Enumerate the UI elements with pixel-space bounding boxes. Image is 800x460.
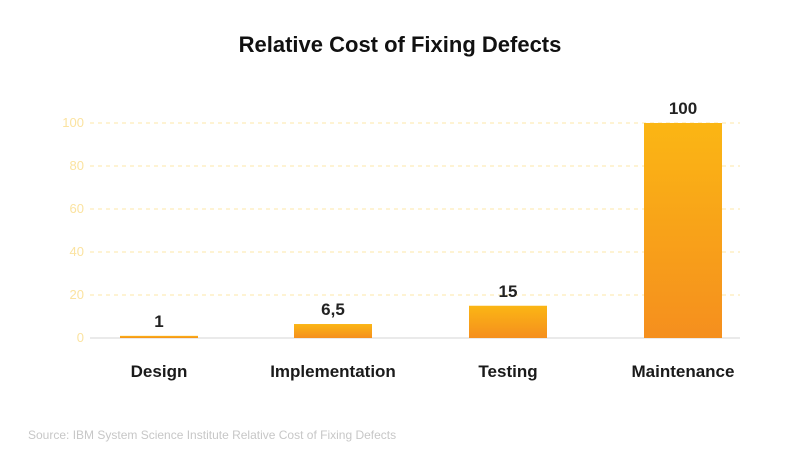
bar-design <box>120 335 198 338</box>
y-tick-label: 0 <box>77 330 84 345</box>
x-tick-label: Maintenance <box>632 362 735 381</box>
source-note: Source: IBM System Science Institute Rel… <box>28 428 397 442</box>
bar-testing <box>469 305 547 338</box>
y-tick-label: 100 <box>62 115 84 130</box>
chart-title: Relative Cost of Fixing Defects <box>238 32 562 57</box>
bars <box>120 123 722 338</box>
bar-maintenance <box>644 123 722 338</box>
x-tick-label: Design <box>131 362 188 381</box>
y-tick-label: 80 <box>70 158 84 173</box>
x-axis-labels: Design Implementation Testing Maintenance <box>131 362 735 381</box>
y-axis-ticks: 0 20 40 60 80 100 <box>62 115 84 345</box>
grid-lines <box>90 122 740 339</box>
bar-implementation <box>294 324 372 338</box>
x-tick-label: Testing <box>478 362 537 381</box>
x-tick-label: Implementation <box>270 362 396 381</box>
y-tick-label: 60 <box>70 201 84 216</box>
value-label: 100 <box>669 99 697 118</box>
value-label: 15 <box>499 282 518 301</box>
value-labels: 1 6,5 15 100 <box>154 99 697 331</box>
y-tick-label: 20 <box>70 287 84 302</box>
y-tick-label: 40 <box>70 244 84 259</box>
value-label: 1 <box>154 312 163 331</box>
value-label: 6,5 <box>321 300 345 319</box>
